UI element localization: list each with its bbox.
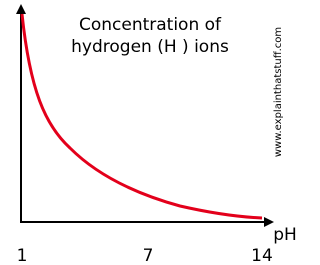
x-tick-label: 14 bbox=[251, 246, 273, 265]
x-tick-label: 1 bbox=[17, 246, 28, 265]
diagram: Concentration of hydrogen (H ) ions www.… bbox=[16, 4, 297, 265]
x-axis-label: pH bbox=[273, 225, 297, 245]
credit: www.explainthatstuff.com bbox=[273, 27, 284, 157]
x-axis-arrow bbox=[264, 217, 274, 227]
title-line: hydrogen (H ) ions bbox=[71, 37, 229, 57]
title-line: Concentration of bbox=[79, 15, 222, 35]
y-axis-arrow bbox=[16, 4, 26, 14]
x-tick-label: 7 bbox=[143, 246, 154, 265]
concentration-curve bbox=[20, 13, 263, 220]
